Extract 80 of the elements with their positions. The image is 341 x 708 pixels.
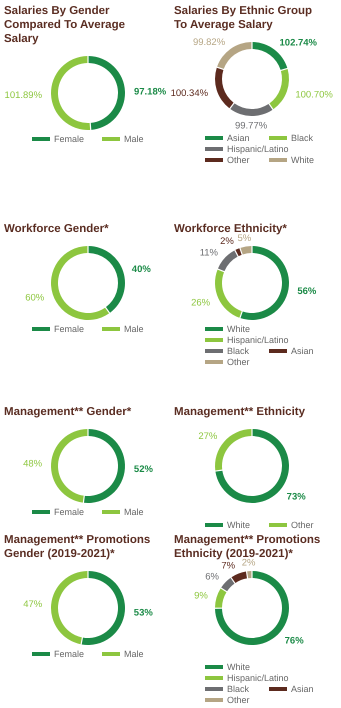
chart-title: Management** Ethnicity	[174, 406, 306, 418]
donut-slice	[215, 429, 289, 503]
legend-label: Female	[54, 649, 84, 659]
donut-slice	[51, 246, 110, 320]
donut-slice	[221, 578, 234, 592]
legend-label: Black	[291, 133, 314, 143]
donut-slice	[51, 56, 90, 130]
donut-slice	[51, 571, 88, 644]
data-label: 60%	[25, 292, 45, 304]
data-label: 27%	[198, 431, 218, 442]
legend-label: Hispanic/Latino	[227, 673, 289, 683]
donut-slice	[240, 246, 252, 254]
chart-title: Salaries By Ethnic Group To Average Salary	[174, 5, 312, 31]
donut-slice	[247, 571, 252, 578]
legend-label: Asian	[291, 684, 314, 694]
data-label: 76%	[284, 636, 304, 647]
data-label: 99.82%	[192, 36, 226, 48]
data-label: 56%	[297, 286, 317, 297]
legend-label: Asian	[291, 346, 314, 356]
donut-slice	[215, 68, 234, 108]
donut-slice	[51, 429, 88, 503]
data-label: 26%	[191, 297, 211, 308]
legend-label: White	[227, 662, 250, 672]
legend-label: Hispanic/Latino	[227, 335, 289, 345]
donut-slice	[235, 248, 242, 256]
donut-slice	[240, 246, 289, 320]
data-label: 11%	[200, 247, 219, 258]
chart-title: Management** Promotions Ethnicity (2019-2021)*	[174, 534, 320, 560]
legend-label: White	[291, 155, 314, 165]
donut-slice	[215, 270, 242, 318]
legend-label: Female	[54, 507, 84, 517]
legend-label: Other	[227, 695, 250, 705]
data-label: 47%	[23, 599, 43, 610]
legend-label: Black	[227, 346, 250, 356]
legend-label: Black	[227, 684, 250, 694]
data-label: 48%	[23, 458, 43, 470]
data-label: 100.34%	[170, 88, 209, 99]
legend-label: Other	[227, 357, 250, 367]
data-label: 40%	[132, 264, 152, 276]
donut-slice	[215, 588, 226, 608]
legend-label: Male	[124, 507, 144, 517]
donut-slice	[231, 572, 247, 583]
donut-slice	[218, 250, 238, 272]
chart-title: Salaries By Gender Compared To Average Salary	[4, 5, 125, 45]
donut-slice	[82, 571, 125, 645]
donut-slice	[88, 56, 125, 130]
data-label: 52%	[134, 464, 154, 476]
legend-label: Male	[124, 649, 144, 659]
donut-slice	[230, 103, 272, 116]
donut-slice	[215, 429, 252, 470]
legend-label: Hispanic/Latino	[227, 144, 289, 154]
legend-label: White	[227, 520, 250, 530]
data-label: 97.18%	[134, 86, 167, 98]
data-label: 7%	[221, 560, 236, 572]
legend-label: Asian	[227, 133, 250, 143]
data-label: 53%	[134, 608, 154, 619]
legend-label: Female	[54, 134, 84, 144]
chart-title: Workforce Ethnicity*	[174, 223, 288, 235]
donut-slice	[84, 429, 126, 503]
data-label: 6%	[205, 571, 220, 582]
legend-label: White	[227, 324, 250, 334]
donut-slice	[269, 69, 289, 110]
data-label: 73%	[286, 492, 306, 503]
legend-label: Male	[124, 324, 144, 334]
legend-label: Female	[54, 324, 84, 334]
legend-label: Other	[291, 520, 314, 530]
data-label: 99.77%	[234, 120, 268, 132]
legend-label: Other	[227, 155, 250, 165]
chart-title: Management** Gender*	[4, 406, 132, 418]
chart-title: Workforce Gender*	[4, 223, 110, 235]
data-label: 100.70%	[295, 90, 334, 101]
data-label: 9%	[194, 590, 208, 602]
data-label: 101.89%	[4, 90, 43, 102]
chart-title: Management** Promotions Gender (2019-2021)*	[4, 534, 150, 560]
donut-slice	[88, 246, 125, 313]
data-label: 2%	[242, 557, 256, 568]
data-label: 2%	[220, 236, 234, 248]
data-label: 102.74%	[280, 37, 318, 48]
legend-label: Male	[124, 134, 144, 144]
data-label: 5%	[238, 232, 252, 244]
